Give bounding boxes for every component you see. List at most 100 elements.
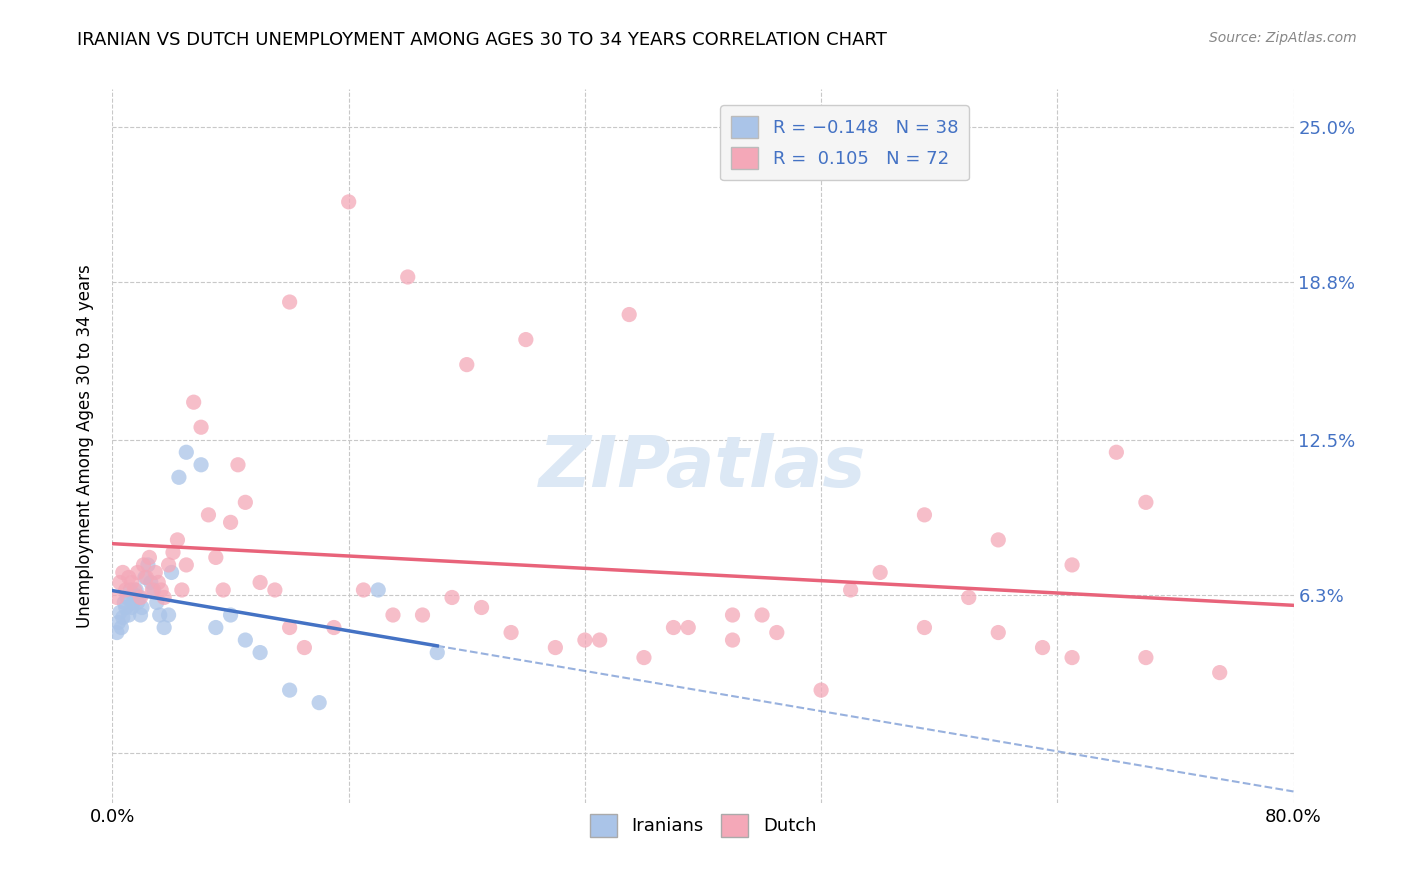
- Point: [264, 582, 287, 597]
- Point: [233, 495, 256, 509]
- Point: [160, 566, 183, 580]
- Point: [721, 607, 744, 622]
- Point: [132, 558, 155, 572]
- Point: [111, 566, 134, 580]
- Point: [107, 615, 129, 630]
- Point: [112, 595, 135, 609]
- Point: [167, 470, 190, 484]
- Point: [148, 575, 170, 590]
- Point: [124, 582, 146, 597]
- Point: [382, 607, 405, 622]
- Point: [124, 588, 146, 602]
- Point: [139, 575, 162, 590]
- Point: [111, 610, 134, 624]
- Point: [110, 621, 132, 635]
- Point: [1062, 650, 1084, 665]
- Point: [278, 683, 301, 698]
- Point: [1062, 558, 1084, 572]
- Point: [619, 308, 641, 322]
- Point: [125, 582, 148, 597]
- Point: [810, 683, 832, 698]
- Point: [153, 591, 176, 605]
- Point: [1208, 665, 1232, 680]
- Point: [233, 633, 256, 648]
- Point: [914, 508, 936, 522]
- Point: [129, 591, 152, 605]
- Point: [121, 600, 143, 615]
- Point: [118, 570, 141, 584]
- Point: [150, 582, 173, 597]
- Point: [470, 600, 494, 615]
- Point: [1135, 650, 1157, 665]
- Point: [149, 607, 172, 622]
- Point: [166, 533, 188, 547]
- Point: [114, 582, 136, 597]
- Point: [501, 625, 523, 640]
- Point: [987, 533, 1010, 547]
- Point: [766, 625, 789, 640]
- Point: [205, 621, 228, 635]
- Point: [352, 582, 374, 597]
- Point: [121, 575, 143, 590]
- Point: [141, 582, 163, 597]
- Point: [278, 621, 301, 635]
- Point: [219, 516, 242, 530]
- Point: [426, 646, 449, 660]
- Point: [633, 650, 655, 665]
- Point: [441, 591, 464, 605]
- Point: [136, 558, 159, 572]
- Point: [157, 607, 180, 622]
- Point: [143, 566, 166, 580]
- Point: [219, 607, 242, 622]
- Point: [153, 621, 176, 635]
- Point: [515, 333, 537, 347]
- Point: [162, 545, 184, 559]
- Point: [127, 566, 149, 580]
- Point: [1032, 640, 1054, 655]
- Point: [574, 633, 596, 648]
- Point: [662, 621, 685, 635]
- Point: [108, 606, 131, 620]
- Point: [197, 508, 219, 522]
- Text: ZIPatlas: ZIPatlas: [540, 433, 866, 502]
- Point: [678, 621, 700, 635]
- Point: [131, 600, 153, 615]
- Point: [588, 633, 610, 648]
- Point: [323, 621, 346, 635]
- Point: [308, 696, 330, 710]
- Point: [105, 625, 128, 640]
- Point: [292, 640, 315, 655]
- Point: [278, 295, 301, 310]
- Point: [120, 582, 142, 597]
- Point: [957, 591, 980, 605]
- Point: [118, 607, 141, 622]
- Point: [135, 570, 157, 584]
- Point: [1105, 445, 1128, 459]
- Point: [122, 595, 145, 609]
- Point: [190, 420, 212, 434]
- Point: [190, 458, 212, 472]
- Point: [157, 558, 180, 572]
- Point: [249, 646, 271, 660]
- Point: [249, 575, 271, 590]
- Point: [869, 566, 891, 580]
- Point: [134, 570, 156, 584]
- Point: [367, 582, 389, 597]
- Y-axis label: Unemployment Among Ages 30 to 34 years: Unemployment Among Ages 30 to 34 years: [76, 264, 94, 628]
- Text: Source: ZipAtlas.com: Source: ZipAtlas.com: [1209, 31, 1357, 45]
- Point: [127, 595, 149, 609]
- Point: [1135, 495, 1157, 509]
- Point: [721, 633, 744, 648]
- Point: [839, 582, 862, 597]
- Point: [174, 445, 197, 459]
- Point: [146, 595, 169, 609]
- Point: [108, 575, 131, 590]
- Point: [129, 607, 152, 622]
- Point: [914, 621, 936, 635]
- Point: [987, 625, 1010, 640]
- Point: [114, 600, 136, 615]
- Point: [105, 591, 128, 605]
- Point: [117, 591, 138, 605]
- Point: [205, 550, 228, 565]
- Point: [174, 558, 197, 572]
